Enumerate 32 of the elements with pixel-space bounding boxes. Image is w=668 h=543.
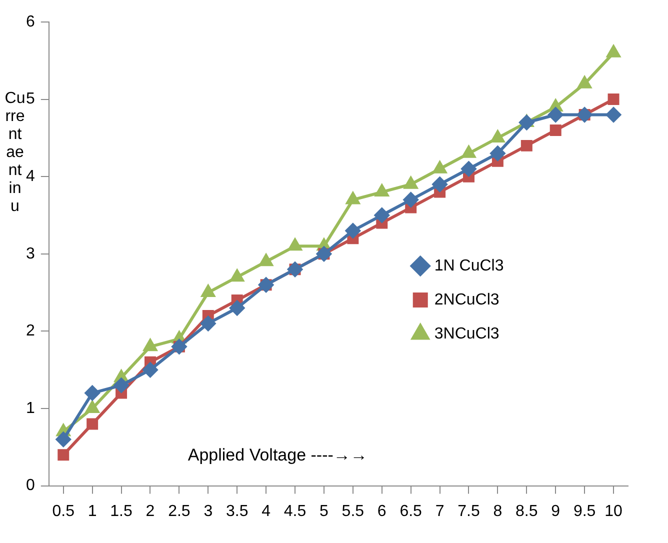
- x-tick-label: 9: [551, 502, 560, 520]
- y-tick-label: 4: [26, 168, 35, 186]
- x-tick-label: 4.5: [284, 502, 306, 520]
- x-tick-label: 1: [88, 502, 97, 520]
- x-tick-label: 7.5: [458, 502, 480, 520]
- legend-label: 3NCuCl3: [434, 325, 500, 342]
- x-tick-label: 2: [146, 502, 155, 520]
- y-tick-label: 2: [26, 322, 35, 340]
- x-tick-label: 6: [377, 502, 386, 520]
- x-tick-label: 8.5: [516, 502, 538, 520]
- y-tick-label: 5: [26, 90, 35, 108]
- x-tick-label: 3.5: [226, 502, 248, 520]
- x-tick-label: 6.5: [400, 502, 422, 520]
- x-tick-label: 4: [262, 502, 271, 520]
- x-tick-label: 9.5: [573, 502, 596, 520]
- x-tick-label: 5.5: [342, 502, 364, 520]
- x-tick-label: 5: [320, 502, 329, 520]
- x-tick-label: 7: [435, 502, 444, 520]
- x-tick-label: 2.5: [168, 502, 190, 520]
- x-tick-label: 8: [493, 502, 502, 520]
- y-tick-label: 0: [26, 477, 35, 494]
- x-tick-label: 10: [604, 502, 623, 520]
- annotation: Applied Voltage ----→→: [188, 445, 368, 464]
- x-tick-label: 0.5: [52, 502, 75, 520]
- y-tick-label: 1: [26, 400, 35, 417]
- y-tick-label: 6: [26, 13, 35, 30]
- legend-label: 2NCuCl3: [434, 291, 500, 308]
- y-axis-title: Current ae nt in u: [4, 90, 26, 216]
- x-tick-label: 1.5: [110, 502, 133, 520]
- legend-label: 1N CuCl3: [434, 257, 504, 274]
- y-tick-label: 3: [26, 245, 35, 262]
- x-tick-label: 3: [204, 502, 213, 520]
